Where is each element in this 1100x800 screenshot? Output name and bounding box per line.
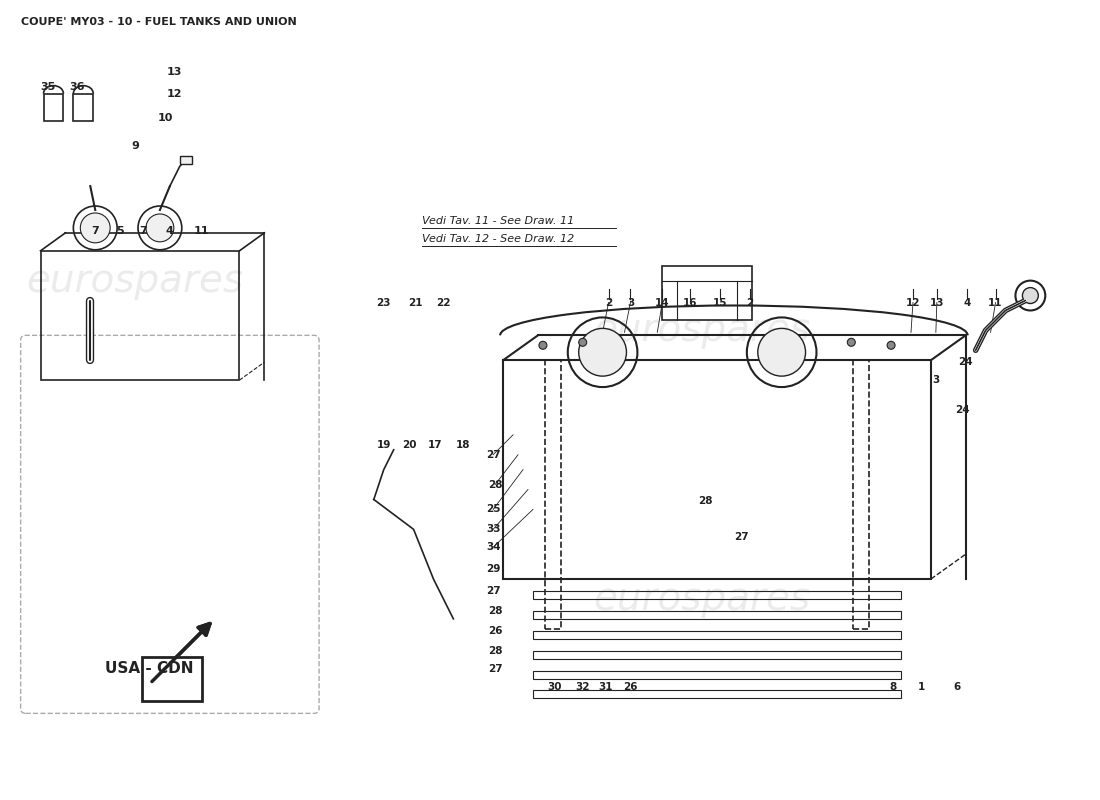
- Text: 36: 36: [69, 82, 85, 92]
- Text: eurospares: eurospares: [594, 580, 811, 618]
- Text: 30: 30: [548, 682, 562, 691]
- Text: 19: 19: [376, 440, 390, 450]
- Text: 22: 22: [437, 298, 451, 307]
- Bar: [142, 657, 201, 702]
- Text: USA - CDN: USA - CDN: [106, 661, 194, 676]
- Bar: [179, 156, 191, 164]
- Text: 35: 35: [40, 82, 55, 92]
- Bar: [854, 360, 869, 629]
- Circle shape: [146, 214, 174, 242]
- Text: 20: 20: [403, 440, 417, 450]
- Text: 14: 14: [654, 298, 670, 307]
- Text: 28: 28: [488, 479, 503, 490]
- Text: 26: 26: [624, 682, 638, 691]
- Text: Vedi Tav. 11 - See Draw. 11: Vedi Tav. 11 - See Draw. 11: [421, 216, 574, 226]
- Text: eurospares: eurospares: [26, 262, 243, 300]
- Circle shape: [847, 338, 856, 346]
- Text: 28: 28: [488, 646, 503, 656]
- Text: 33: 33: [486, 524, 500, 534]
- Bar: [534, 591, 901, 599]
- Text: 3: 3: [627, 298, 634, 307]
- Text: 6: 6: [953, 682, 960, 691]
- Text: 3: 3: [932, 375, 939, 385]
- Text: 21: 21: [408, 298, 422, 307]
- Text: 27: 27: [486, 450, 500, 460]
- Text: 34: 34: [486, 542, 500, 552]
- Text: 24: 24: [958, 357, 974, 367]
- Text: 10: 10: [157, 114, 173, 123]
- Text: 8: 8: [890, 682, 896, 691]
- Text: 5: 5: [117, 226, 124, 236]
- Text: 26: 26: [488, 626, 503, 636]
- Text: 12: 12: [167, 89, 183, 98]
- Text: Vedi Tav. 12 - See Draw. 12: Vedi Tav. 12 - See Draw. 12: [421, 234, 574, 244]
- Text: 25: 25: [486, 505, 500, 514]
- Bar: [41, 250, 240, 380]
- Bar: [44, 94, 64, 122]
- Text: 17: 17: [428, 440, 443, 450]
- Text: eurospares: eurospares: [26, 580, 243, 618]
- Text: 27: 27: [486, 586, 500, 596]
- Text: 9: 9: [131, 142, 139, 151]
- Bar: [534, 670, 901, 678]
- Circle shape: [539, 342, 547, 350]
- Bar: [534, 690, 901, 698]
- Bar: [662, 266, 751, 321]
- Text: 24: 24: [956, 405, 970, 415]
- Bar: [534, 650, 901, 658]
- Circle shape: [80, 213, 110, 243]
- Circle shape: [758, 328, 805, 376]
- Text: 1: 1: [918, 682, 925, 691]
- Text: 29: 29: [486, 564, 500, 574]
- Text: eurospares: eurospares: [594, 311, 811, 350]
- Text: 11: 11: [988, 298, 1003, 307]
- Text: 7: 7: [139, 226, 147, 236]
- Text: 27: 27: [487, 663, 503, 674]
- Bar: [74, 94, 94, 122]
- Text: 11: 11: [194, 226, 209, 236]
- Text: 4: 4: [166, 226, 174, 236]
- Text: 4: 4: [962, 298, 970, 307]
- Text: 15: 15: [713, 298, 727, 307]
- Circle shape: [1022, 287, 1038, 303]
- Text: 18: 18: [456, 440, 471, 450]
- Text: 28: 28: [697, 497, 713, 506]
- Text: 2: 2: [746, 298, 754, 307]
- Text: 27: 27: [735, 532, 749, 542]
- Text: 23: 23: [376, 298, 390, 307]
- Text: 31: 31: [598, 682, 613, 691]
- Bar: [544, 360, 561, 629]
- Text: 2: 2: [605, 298, 613, 307]
- Bar: [534, 611, 901, 619]
- Circle shape: [579, 328, 627, 376]
- Text: 13: 13: [167, 66, 183, 77]
- Text: 28: 28: [488, 606, 503, 616]
- Text: 16: 16: [683, 298, 697, 307]
- Text: 13: 13: [930, 298, 944, 307]
- Circle shape: [579, 338, 586, 346]
- Text: 32: 32: [575, 682, 590, 691]
- FancyBboxPatch shape: [21, 335, 319, 714]
- Text: 7: 7: [91, 226, 99, 236]
- Text: COUPE' MY03 - 10 - FUEL TANKS AND UNION: COUPE' MY03 - 10 - FUEL TANKS AND UNION: [21, 17, 296, 27]
- Circle shape: [887, 342, 895, 350]
- Text: 12: 12: [905, 298, 921, 307]
- Bar: [534, 630, 901, 638]
- Bar: [503, 360, 931, 579]
